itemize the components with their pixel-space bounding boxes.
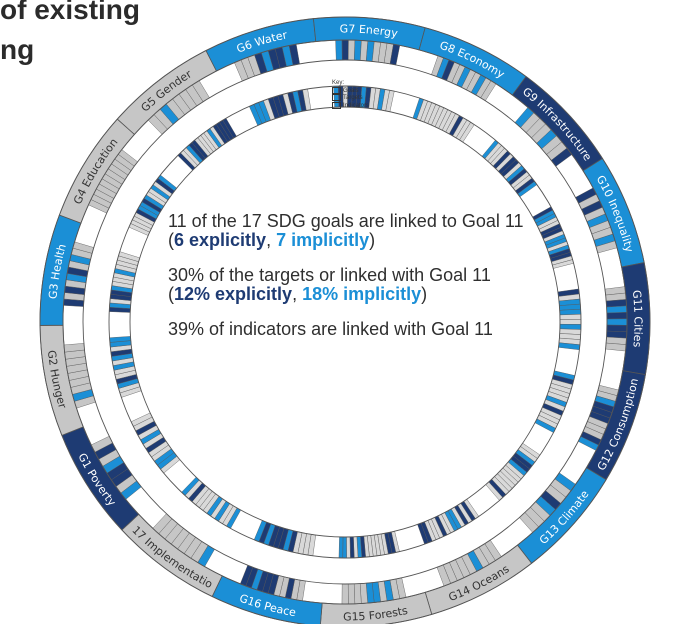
- summary-text: 11 of the 17 SDG goals are linked to Goa…: [168, 212, 548, 355]
- ring-outline: [108, 85, 582, 559]
- header-line-1: of existing: [0, 0, 141, 25]
- indicator-cell: [559, 324, 582, 330]
- key-item-targets-label: Targets: [343, 95, 363, 102]
- key-title: Key:: [332, 80, 345, 86]
- header-line-2: ng: [0, 34, 35, 65]
- ring-outline: [129, 106, 561, 538]
- indicator-cell: [559, 308, 582, 316]
- goals-implicit: 7 implicitly: [276, 230, 370, 250]
- indicator-cell: [346, 536, 351, 559]
- targets-summary: 30% of the targets or linked with Goal 1…: [168, 265, 491, 304]
- indicator-cell: [349, 536, 355, 559]
- indicator-cell: [338, 536, 344, 559]
- ring-outline: [39, 16, 651, 624]
- goals-explicit: 6 explicitly: [174, 230, 267, 250]
- target-cell: [335, 39, 343, 61]
- targets-explicit: 12% explicitly: [174, 284, 293, 304]
- indicator-cell: [342, 536, 347, 559]
- target-cell: [341, 39, 349, 61]
- indicators-summary-line: 39% of indicators are linked with Goal 1…: [168, 319, 493, 339]
- goals-summary: 11 of the 17 SDG goals are linked to Goa…: [168, 211, 524, 250]
- ring-outline: [82, 59, 608, 585]
- key-item-targets: Targets: [332, 94, 369, 102]
- key-legend: Key: Goals Targets Indicators: [332, 80, 369, 109]
- indicator-cell: [559, 319, 582, 325]
- target-cell: [606, 305, 628, 314]
- key-item-indicators-label: Indicators: [343, 102, 370, 109]
- target-cell: [605, 342, 627, 352]
- ring-outline: [62, 39, 628, 605]
- indicators-summary: 39% of indicators are linked with Goal 1…: [168, 320, 548, 339]
- indicator-cell: [559, 314, 582, 320]
- targets-implicit: 18% implicitly: [302, 284, 422, 304]
- key-item-goals-label: Goals: [343, 87, 359, 94]
- target-cell: [348, 39, 356, 61]
- target-cell: [606, 324, 628, 332]
- key-item-goals: Goals: [332, 86, 369, 95]
- target-cell: [341, 583, 349, 605]
- target-cell: [353, 583, 362, 605]
- goals-summary-line: 11 of the 17 SDG goals are linked to Goa…: [168, 211, 524, 231]
- key-item-indicators: Indicators: [332, 101, 370, 110]
- target-cell: [606, 318, 628, 326]
- target-cell: [347, 583, 356, 605]
- target-cell: [606, 312, 628, 320]
- goal-label: G11 Cities: [630, 289, 645, 348]
- targets-summary-line: 30% of the targets or linked with Goal 1…: [168, 265, 491, 285]
